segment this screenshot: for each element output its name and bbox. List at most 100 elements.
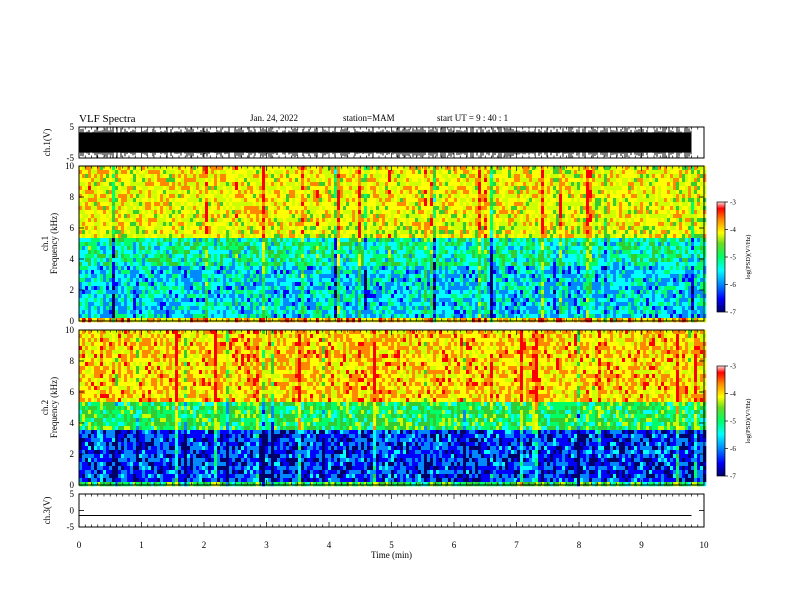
spectrogram-cell xyxy=(421,238,424,242)
spectrogram-cell xyxy=(370,274,373,278)
spectrogram-cell xyxy=(103,182,106,186)
spectrogram-cell xyxy=(265,202,268,206)
spectrogram-cell xyxy=(352,294,355,298)
spectrogram-cell xyxy=(169,246,172,250)
spectrogram-cell xyxy=(115,250,118,254)
spectrogram-cell xyxy=(388,186,391,190)
spectrogram-cell xyxy=(448,222,451,226)
spectrogram-cell xyxy=(193,314,196,318)
spectrogram-cell xyxy=(340,238,343,242)
spectrogram-cell xyxy=(103,314,106,318)
spectrogram-cell xyxy=(193,198,196,202)
spectrogram-cell xyxy=(379,186,382,190)
spectrogram-cell xyxy=(265,274,268,278)
spectrogram-cell xyxy=(337,222,340,226)
spectrogram-cell xyxy=(445,190,448,194)
spectrogram-cell xyxy=(346,270,349,274)
spectrogram-cell xyxy=(313,222,316,226)
spectrogram-cell xyxy=(352,194,355,198)
spectrogram-cell xyxy=(253,246,256,250)
spectrogram-cell xyxy=(85,294,88,298)
spectrogram-cell xyxy=(259,218,262,222)
spectrogram-cell xyxy=(394,186,397,190)
spectrogram-cell xyxy=(310,242,313,246)
spectrogram-cell xyxy=(244,274,247,278)
spectrogram-cell xyxy=(400,250,403,254)
spectrogram-cell xyxy=(178,266,181,270)
spectrogram-cell xyxy=(166,266,169,270)
spectrogram-cell xyxy=(118,202,121,206)
spectrogram-cell xyxy=(286,286,289,290)
spectrogram-cell xyxy=(421,302,424,306)
spectrogram-cell xyxy=(442,250,445,254)
spectrogram-cell xyxy=(244,190,247,194)
spectrogram-cell xyxy=(88,234,91,238)
spectrogram-cell xyxy=(448,314,451,318)
spectrogram-cell xyxy=(325,206,328,210)
spectrogram-cell xyxy=(316,274,319,278)
spectrogram-cell xyxy=(223,174,226,178)
spectrogram-cell xyxy=(82,302,85,306)
spectrogram-cell xyxy=(196,222,199,226)
spectrogram-cell xyxy=(256,274,259,278)
spectrogram-cell xyxy=(454,186,457,190)
spectrogram-cell xyxy=(268,238,271,242)
spectrogram-cell xyxy=(196,214,199,218)
spectrogram-cell xyxy=(145,178,148,182)
spectrogram-cell xyxy=(88,178,91,182)
spectrogram-cell xyxy=(220,302,223,306)
spectrogram-cell xyxy=(163,310,166,314)
spectrogram-cell xyxy=(301,218,304,222)
spectrogram-cell xyxy=(169,278,172,282)
spectrogram-cell xyxy=(211,234,214,238)
spectrogram-cell xyxy=(205,314,208,318)
spectrogram-cell xyxy=(181,170,184,174)
spectrogram-cell xyxy=(241,294,244,298)
spectrogram-cell xyxy=(280,270,283,274)
spectrogram-cell xyxy=(172,210,175,214)
spectrogram-cell xyxy=(88,266,91,270)
spectrogram-cell xyxy=(217,214,220,218)
spectrogram-cell xyxy=(160,234,163,238)
spectrogram-cell xyxy=(400,198,403,202)
spectrogram-cell xyxy=(388,278,391,282)
spectrogram-cell xyxy=(94,206,97,210)
spectrogram-cell xyxy=(391,214,394,218)
spectrogram-cell xyxy=(286,314,289,318)
spectrogram-cell xyxy=(259,174,262,178)
spectrogram-cell xyxy=(418,222,421,226)
spectrogram-cell xyxy=(91,194,94,198)
spectrogram-cell xyxy=(415,238,418,242)
spectrogram-cell xyxy=(124,178,127,182)
spectrogram-cell xyxy=(148,222,151,226)
spectrogram-cell xyxy=(199,202,202,206)
spectrogram-cell xyxy=(364,290,367,294)
spectrogram-cell xyxy=(253,278,256,282)
spectrogram-cell xyxy=(325,290,328,294)
spectrogram-cell xyxy=(151,174,154,178)
spectrogram-cell xyxy=(292,286,295,290)
spectrogram-cell xyxy=(289,302,292,306)
spectrogram-cell xyxy=(370,246,373,250)
spectrogram-cell xyxy=(118,246,121,250)
spectrogram-cell xyxy=(310,270,313,274)
spectrogram-cell xyxy=(337,174,340,178)
spectrogram-cell xyxy=(361,258,364,262)
spectrogram-cell xyxy=(424,182,427,186)
spectrogram-cell xyxy=(421,226,424,230)
spectrogram-cell xyxy=(151,186,154,190)
spectrogram-cell xyxy=(349,226,352,230)
spectrogram-cell xyxy=(133,166,136,170)
spectrogram-cell xyxy=(118,230,121,234)
spectrogram-cell xyxy=(313,170,316,174)
spectrogram-cell xyxy=(172,310,175,314)
spectrogram-cell xyxy=(433,298,436,302)
spectrogram-cell xyxy=(172,242,175,246)
spectrogram-cell xyxy=(103,262,106,266)
spectrogram-cell xyxy=(283,238,286,242)
spectrogram-cell xyxy=(151,218,154,222)
spectrogram-cell xyxy=(385,214,388,218)
spectrogram-cell xyxy=(367,242,370,246)
spectrogram-cell xyxy=(241,206,244,210)
spectrogram-cell xyxy=(307,250,310,254)
